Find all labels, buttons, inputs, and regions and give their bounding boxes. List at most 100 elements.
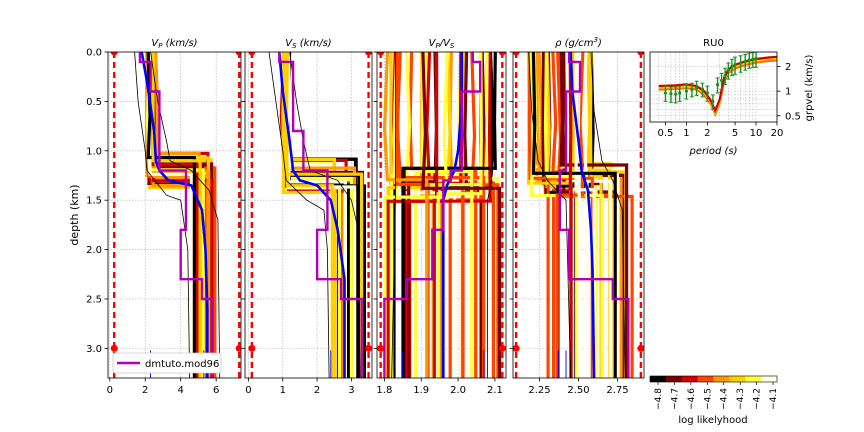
x-tick-label: 1 bbox=[280, 385, 286, 396]
x-tick-label: 5 bbox=[732, 128, 738, 139]
bound-dot-bottom bbox=[498, 344, 506, 352]
envelope-low-line bbox=[391, 52, 396, 378]
colorbar-frame bbox=[649, 375, 778, 383]
x-tick-label: 1.8 bbox=[376, 385, 392, 396]
x-tick-label: 3 bbox=[348, 385, 354, 396]
bound-dot-bottom bbox=[365, 344, 372, 352]
x-tick-label: 2 bbox=[314, 385, 320, 396]
axes-frame bbox=[244, 51, 373, 379]
axes-frame bbox=[376, 51, 507, 379]
colorbar-tick-label: −4.6 bbox=[687, 388, 697, 410]
x-tick-label: 20 bbox=[771, 128, 784, 139]
x-tick-label: 1.9 bbox=[413, 385, 429, 396]
model-profile bbox=[574, 52, 596, 378]
y-tick-label: 3.0 bbox=[86, 344, 102, 355]
best-model-line bbox=[278, 52, 346, 378]
bound-dot-top bbox=[637, 52, 644, 56]
colorbar-tick-label: −4.4 bbox=[720, 388, 730, 410]
observed-point bbox=[715, 83, 720, 87]
panel-title: VS (km/s) bbox=[285, 38, 331, 50]
x-tick-label: 2.25 bbox=[528, 385, 550, 396]
model-profile bbox=[436, 52, 483, 378]
envelope-high-line bbox=[590, 52, 626, 378]
x-tick-label: 0 bbox=[245, 385, 251, 396]
bound-dot-bottom bbox=[235, 344, 241, 352]
plot-area bbox=[245, 52, 372, 378]
colorbar-tick-label: −4.8 bbox=[654, 388, 664, 410]
observed-point bbox=[705, 91, 709, 95]
y-tick-label: 0.5 bbox=[785, 111, 801, 122]
model-profile bbox=[390, 52, 412, 378]
vp-panel: 0 2 4 6 0.0 0.5 1.0 1.5 2.0 2.5 3.0 VP (km/s) bbox=[86, 38, 242, 396]
bound-dot-bottom bbox=[110, 344, 118, 352]
observed-point bbox=[719, 78, 724, 83]
best-model-line bbox=[140, 52, 209, 378]
observed-point bbox=[726, 68, 730, 72]
bound-dot-top bbox=[513, 52, 520, 56]
x-tick-label: 0 bbox=[107, 385, 113, 396]
panel-title: VP (km/s) bbox=[151, 38, 197, 50]
model-profile bbox=[383, 52, 449, 378]
bound-dot-bottom bbox=[377, 344, 385, 352]
panel-title: RU0 bbox=[703, 38, 724, 49]
observed-point bbox=[694, 86, 699, 90]
colorbar-swatch bbox=[681, 376, 699, 382]
ylabel-depth: depth (km) bbox=[68, 184, 81, 245]
colorbar-swatch bbox=[713, 376, 730, 382]
model-profile bbox=[281, 52, 335, 378]
y-tick-label: 0.5 bbox=[86, 97, 102, 108]
y-tick-label: 2.5 bbox=[86, 294, 102, 305]
observed-point bbox=[674, 92, 678, 96]
observed-point bbox=[747, 58, 751, 62]
y-axis-label: grpvel (km/s) bbox=[804, 55, 815, 122]
bound-dot-top bbox=[248, 52, 256, 56]
observed-point bbox=[678, 91, 682, 95]
x-tick-label: 6 bbox=[213, 385, 219, 396]
model-profile bbox=[543, 52, 579, 378]
model-profile bbox=[568, 52, 573, 378]
colorbar-swatch bbox=[729, 376, 746, 382]
x-tick-label: 2 bbox=[704, 128, 710, 139]
y-tick-label: 1 bbox=[785, 87, 791, 98]
x-axis-label: period (s) bbox=[688, 146, 737, 157]
vpvs-panel: 1.8 1.9 2.0 2.1 VP/VS bbox=[373, 38, 507, 396]
envelope-high-line bbox=[289, 52, 361, 378]
panel-title: VP/VS bbox=[429, 38, 455, 50]
bound-dot-top bbox=[110, 52, 118, 56]
mod96-line bbox=[383, 52, 482, 378]
model-profile bbox=[287, 52, 331, 378]
x-tick-label: 2.0 bbox=[450, 385, 466, 396]
observed-point bbox=[754, 56, 758, 61]
plot-area bbox=[108, 52, 241, 378]
x-tick-label: 2 bbox=[142, 385, 148, 396]
model-profile bbox=[559, 52, 629, 378]
axes-frame bbox=[649, 51, 778, 123]
colorbar-swatch bbox=[665, 376, 683, 382]
bound-dot-bottom bbox=[513, 344, 520, 352]
plot-area bbox=[650, 52, 777, 122]
y-tick-label: 0.0 bbox=[86, 48, 102, 59]
observed-point bbox=[730, 64, 734, 69]
colorbar: −4.8 −4.7 −4.6 −4.5 −4.4 −4.3 −4.2 −4.1 bbox=[649, 375, 779, 410]
observed-point bbox=[711, 99, 715, 103]
model-profile bbox=[382, 52, 429, 378]
envelope-low-line bbox=[268, 52, 330, 378]
model-profile bbox=[555, 52, 585, 378]
model-profile bbox=[386, 52, 439, 378]
observed-point bbox=[751, 57, 755, 61]
x-tick-label: 0.5 bbox=[657, 128, 673, 139]
colorbar-tick-label: −4.3 bbox=[736, 388, 746, 410]
model-profile bbox=[420, 52, 474, 378]
axes-frame bbox=[107, 51, 242, 379]
x-tick-label: 10 bbox=[750, 128, 763, 139]
x-tick-label: 2.1 bbox=[487, 385, 503, 396]
x-tick-label: 2.75 bbox=[606, 385, 628, 396]
bound-dot-bottom bbox=[248, 344, 256, 352]
legend-label: dmtuto.mod96 bbox=[145, 359, 219, 370]
density-panel: 2.25 2.50 2.75 ρ (g/cm3) bbox=[509, 36, 645, 396]
x-tick-label: 1 bbox=[683, 128, 689, 139]
observed-point bbox=[733, 63, 737, 67]
envelope-low-line bbox=[134, 52, 190, 378]
observed-point bbox=[690, 87, 694, 91]
